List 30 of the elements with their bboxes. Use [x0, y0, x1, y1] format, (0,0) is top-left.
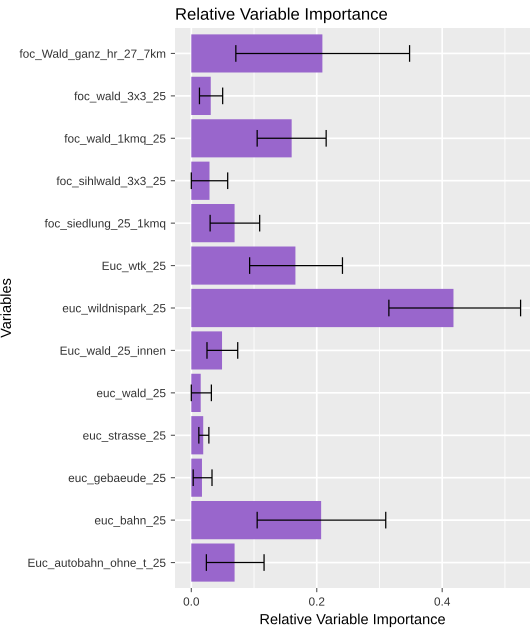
- y-axis-title: Variables: [0, 278, 11, 338]
- bar: [191, 288, 454, 328]
- bar: [191, 246, 296, 285]
- y-tick-label: euc_wald_25: [96, 388, 166, 400]
- y-tick-label: euc_bahn_25: [94, 516, 166, 527]
- bar: [191, 416, 204, 454]
- y-tick-label: euc_gebaeude_25: [68, 473, 166, 484]
- y-tick-label: Euc_wtk_25: [102, 261, 166, 272]
- bar: [191, 76, 211, 115]
- y-tick-label: foc_sihlwald_3x3_25: [56, 176, 166, 188]
- x-tick-label: 0.2: [309, 597, 324, 606]
- bar: [191, 543, 235, 582]
- y-tick-label: foc_siedlung_25_1kmq: [44, 218, 166, 230]
- y-tick-label: euc_strasse_25: [83, 431, 166, 442]
- y-tick-label: foc_Wald_ganz_hr_27_7km: [20, 49, 166, 60]
- y-tick-label: foc_wald_1kmq_25: [64, 134, 166, 146]
- y-tick-label: Euc_wald_25_innen: [60, 346, 166, 358]
- x-tick-label: 0.0: [184, 597, 200, 606]
- bar: [191, 34, 322, 73]
- bar: [191, 162, 210, 200]
- bar: [191, 119, 292, 158]
- y-tick-label: foc_wald_3x3_25: [74, 92, 166, 103]
- y-tick-label: Euc_autobahn_ohne_t_25: [28, 558, 166, 570]
- bar: [191, 331, 222, 370]
- bar: [191, 204, 235, 242]
- chart-title: Relative Variable Importance: [176, 8, 388, 24]
- y-tick-label: euc_wildnispark_25: [62, 304, 166, 315]
- x-axis-title: Relative Variable Importance: [260, 614, 445, 628]
- x-tick-label: 0.4: [434, 597, 450, 606]
- bar: [191, 501, 322, 540]
